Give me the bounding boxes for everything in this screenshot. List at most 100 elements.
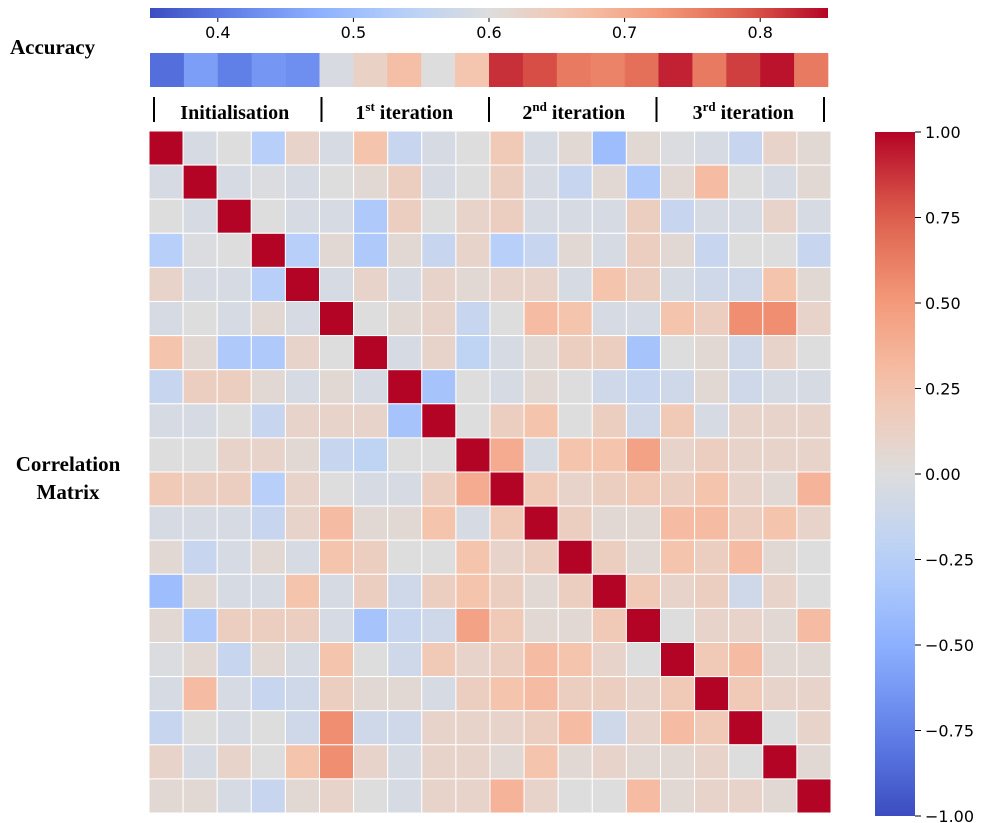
correlation-cell	[694, 266, 730, 302]
correlation-cell	[728, 607, 764, 644]
correlation-cell	[489, 778, 525, 814]
correlation-cell	[625, 198, 662, 234]
correlation-cell	[557, 198, 593, 234]
correlation-cell	[557, 232, 593, 268]
correlation-cell	[557, 573, 593, 609]
accuracy-cell	[726, 53, 761, 87]
correlation-cell	[148, 710, 184, 746]
correlation-cell	[591, 301, 627, 337]
correlation-cell	[421, 403, 457, 439]
correlation-cell	[455, 130, 491, 166]
accuracy-cell	[692, 53, 727, 87]
correlation-cell	[250, 676, 286, 712]
correlation-cell	[557, 505, 593, 541]
correlation-cell	[489, 539, 525, 575]
correlation-cell	[455, 164, 491, 200]
correlation-cell	[216, 232, 252, 268]
correlation-cell	[421, 744, 457, 780]
correlation-cell	[728, 778, 764, 814]
correlation-cell	[353, 573, 389, 609]
correlation-cell	[284, 676, 320, 712]
correlation-cell	[353, 642, 389, 678]
correlation-cell	[387, 232, 423, 268]
correlation-cell	[762, 607, 798, 644]
correlation-cell	[660, 539, 696, 575]
correlation-cell	[489, 710, 525, 746]
correlation-cell	[591, 198, 627, 234]
correlation-cell	[148, 607, 184, 644]
correlation-cell	[660, 642, 696, 678]
correlation-title: Correlation	[16, 452, 121, 476]
correlation-cell	[762, 130, 798, 166]
correlation-cell	[625, 607, 662, 644]
correlation-colorbar-tick-label: 0.75	[925, 209, 961, 228]
correlation-cell	[660, 573, 696, 609]
correlation-cell	[728, 676, 764, 712]
correlation-cell	[319, 335, 355, 371]
correlation-cell	[762, 539, 798, 575]
correlation-cell	[625, 710, 662, 746]
correlation-cell	[421, 539, 457, 575]
correlation-cell	[557, 369, 593, 405]
correlation-cell	[489, 607, 525, 644]
accuracy-cell	[455, 53, 490, 87]
correlation-cell	[182, 164, 218, 200]
correlation-cell	[660, 301, 696, 337]
correlation-cell	[353, 130, 389, 166]
correlation-cell	[284, 471, 320, 507]
correlation-cell	[489, 744, 525, 780]
accuracy-cell	[489, 53, 524, 87]
correlation-cell	[182, 266, 218, 302]
correlation-cell	[660, 437, 696, 473]
group-label: 2nd iteration	[522, 99, 625, 124]
correlation-cell	[387, 164, 423, 200]
correlation-cell	[625, 778, 662, 814]
correlation-cell	[523, 369, 559, 405]
correlation-cell	[216, 676, 252, 712]
correlation-cell	[250, 198, 286, 234]
correlation-cell	[796, 642, 832, 678]
correlation-cell	[250, 471, 286, 507]
correlation-cell	[216, 301, 252, 337]
correlation-cell	[421, 198, 457, 234]
correlation-cell	[625, 573, 662, 609]
correlation-cell	[489, 573, 525, 609]
correlation-cell	[591, 710, 627, 746]
correlation-cell	[694, 301, 730, 337]
correlation-cell	[353, 403, 389, 439]
correlation-cell	[489, 335, 525, 371]
correlation-cell	[319, 539, 355, 575]
group-label: 1st iteration	[355, 99, 453, 124]
correlation-cell	[796, 369, 832, 405]
correlation-cell	[660, 130, 696, 166]
correlation-cell	[353, 505, 389, 541]
correlation-cell	[387, 505, 423, 541]
correlation-cell	[796, 744, 832, 780]
correlation-cell	[353, 471, 389, 507]
correlation-cell	[489, 164, 525, 200]
correlation-cell	[660, 744, 696, 780]
correlation-cell	[796, 232, 832, 268]
correlation-cell	[728, 642, 764, 678]
correlation-cell	[796, 266, 832, 302]
correlation-cell	[796, 539, 832, 575]
correlation-cell	[489, 471, 525, 507]
group-label: Initialisation	[180, 102, 289, 124]
correlation-cell	[557, 778, 593, 814]
correlation-cell	[660, 403, 696, 439]
correlation-cell	[148, 471, 184, 507]
correlation-cell	[728, 573, 764, 609]
correlation-cell	[557, 335, 593, 371]
correlation-colorbar: 1.00 0.75 0.50 0.25 0.00 −0.25 −0.50 −0.75 −1.00	[875, 123, 974, 823]
correlation-cell	[728, 232, 764, 268]
correlation-cell	[455, 505, 491, 541]
correlation-cell	[523, 437, 559, 473]
correlation-cell	[455, 301, 491, 337]
correlation-colorbar-tick-label: 0.50	[925, 294, 961, 313]
correlation-cell	[250, 266, 286, 302]
accuracy-cell	[794, 53, 829, 87]
correlation-cell	[455, 266, 491, 302]
correlation-cell	[387, 539, 423, 575]
correlation-cell	[796, 710, 832, 746]
correlation-cell	[762, 505, 798, 541]
